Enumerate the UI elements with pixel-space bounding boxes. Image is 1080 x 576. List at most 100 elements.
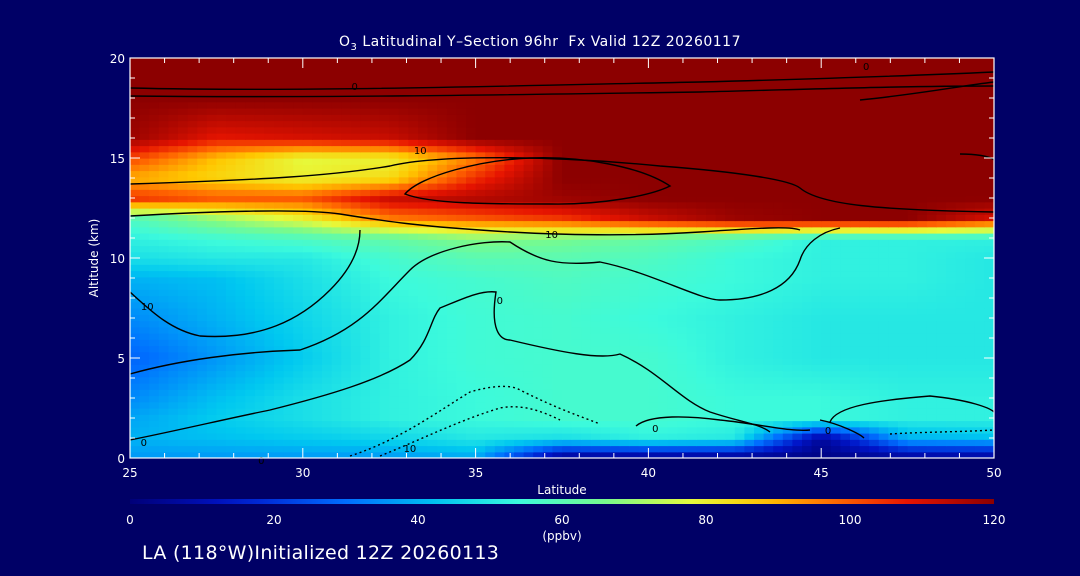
heatmap-cell	[859, 220, 870, 228]
heatmap-cell	[754, 333, 765, 340]
heatmap-cell	[619, 395, 630, 403]
heatmap-cell	[197, 208, 208, 215]
heatmap-cell	[869, 183, 880, 190]
heatmap-cell	[571, 245, 582, 253]
heatmap-cell	[581, 120, 592, 128]
heatmap-cell	[878, 283, 889, 290]
heatmap-cell	[907, 395, 918, 403]
heatmap-cell	[850, 408, 861, 415]
heatmap-cell	[830, 345, 841, 353]
heatmap-cell	[552, 339, 563, 347]
heatmap-cell	[485, 176, 496, 184]
heatmap-cell	[859, 314, 870, 322]
heatmap-cell	[485, 264, 496, 272]
heatmap-cell	[840, 251, 851, 259]
heatmap-cell	[773, 408, 784, 415]
heatmap-cell	[418, 276, 429, 284]
heatmap-cell	[466, 251, 477, 259]
heatmap-cell	[197, 351, 208, 359]
heatmap-cell	[245, 401, 256, 409]
heatmap-cell	[754, 151, 765, 159]
heatmap-cell	[264, 320, 275, 328]
heatmap-cell	[840, 133, 851, 140]
heatmap-cell	[686, 239, 697, 247]
heatmap-cell	[235, 170, 246, 178]
heatmap-cell	[312, 145, 323, 153]
heatmap-cell	[965, 283, 976, 290]
heatmap-cell	[322, 264, 333, 272]
heatmap-cell	[725, 451, 736, 458]
heatmap-cell	[907, 358, 918, 365]
heatmap-cell	[523, 326, 534, 334]
heatmap-cell	[677, 201, 688, 209]
heatmap-cell	[312, 433, 323, 440]
heatmap-cell	[197, 451, 208, 458]
heatmap-cell	[677, 320, 688, 328]
heatmap-cell	[658, 289, 669, 297]
heatmap-cell	[542, 208, 553, 215]
heatmap-cell	[466, 233, 477, 240]
heatmap-cell	[725, 208, 736, 215]
heatmap-cell	[197, 151, 208, 159]
heatmap-cell	[936, 308, 947, 315]
heatmap-cell	[283, 426, 294, 434]
heatmap-cell	[946, 301, 957, 309]
heatmap-cell	[926, 301, 937, 309]
heatmap-cell	[466, 339, 477, 347]
heatmap-cell	[658, 383, 669, 390]
heatmap-cell	[619, 370, 630, 378]
heatmap-cell	[926, 276, 937, 284]
heatmap-cell	[408, 383, 419, 390]
heatmap-cell	[494, 408, 505, 415]
heatmap-cell	[264, 289, 275, 297]
heatmap-cell	[178, 289, 189, 297]
heatmap-cell	[974, 220, 985, 228]
heatmap-cell	[907, 120, 918, 128]
heatmap-cell	[504, 314, 515, 322]
heatmap-cell	[974, 264, 985, 272]
heatmap-cell	[830, 183, 841, 190]
heatmap-cell	[350, 408, 361, 415]
heatmap-cell	[168, 189, 179, 197]
heatmap-cell	[187, 245, 198, 253]
heatmap-cell	[907, 389, 918, 397]
heatmap-cell	[811, 439, 822, 447]
heatmap-cell	[235, 226, 246, 234]
heatmap-cell	[437, 433, 448, 440]
heatmap-cell	[859, 426, 870, 434]
heatmap-cell	[917, 414, 928, 422]
heatmap-cell	[494, 358, 505, 365]
heatmap-cell	[744, 239, 755, 247]
heatmap-cell	[706, 420, 717, 428]
heatmap-cell	[562, 226, 573, 234]
heatmap-cell	[158, 314, 169, 322]
heatmap-cell	[955, 264, 966, 272]
heatmap-cell	[917, 333, 928, 340]
heatmap-cell	[302, 308, 313, 315]
heatmap-cell	[965, 114, 976, 122]
heatmap-cell	[581, 164, 592, 172]
heatmap-cell	[619, 439, 630, 447]
heatmap-cell	[619, 264, 630, 272]
heatmap-cell	[658, 251, 669, 259]
heatmap-cell	[350, 151, 361, 159]
heatmap-cell	[600, 195, 611, 203]
heatmap-cell	[226, 189, 237, 197]
heatmap-cell	[456, 370, 467, 378]
heatmap-cell	[725, 258, 736, 265]
heatmap-cell	[370, 326, 381, 334]
heatmap-cell	[965, 270, 976, 278]
heatmap-cell	[149, 439, 160, 447]
heatmap-cell	[888, 308, 899, 315]
heatmap-cell	[389, 314, 400, 322]
heatmap-cell	[379, 264, 390, 272]
heatmap-cell	[734, 245, 745, 253]
heatmap-cell	[629, 239, 640, 247]
heatmap-cell	[149, 145, 160, 153]
heatmap-cell	[802, 245, 813, 253]
heatmap-cell	[782, 426, 793, 434]
heatmap-cell	[667, 245, 678, 253]
heatmap-cell	[341, 145, 352, 153]
heatmap-cell	[638, 114, 649, 122]
heatmap-cell	[158, 183, 169, 190]
